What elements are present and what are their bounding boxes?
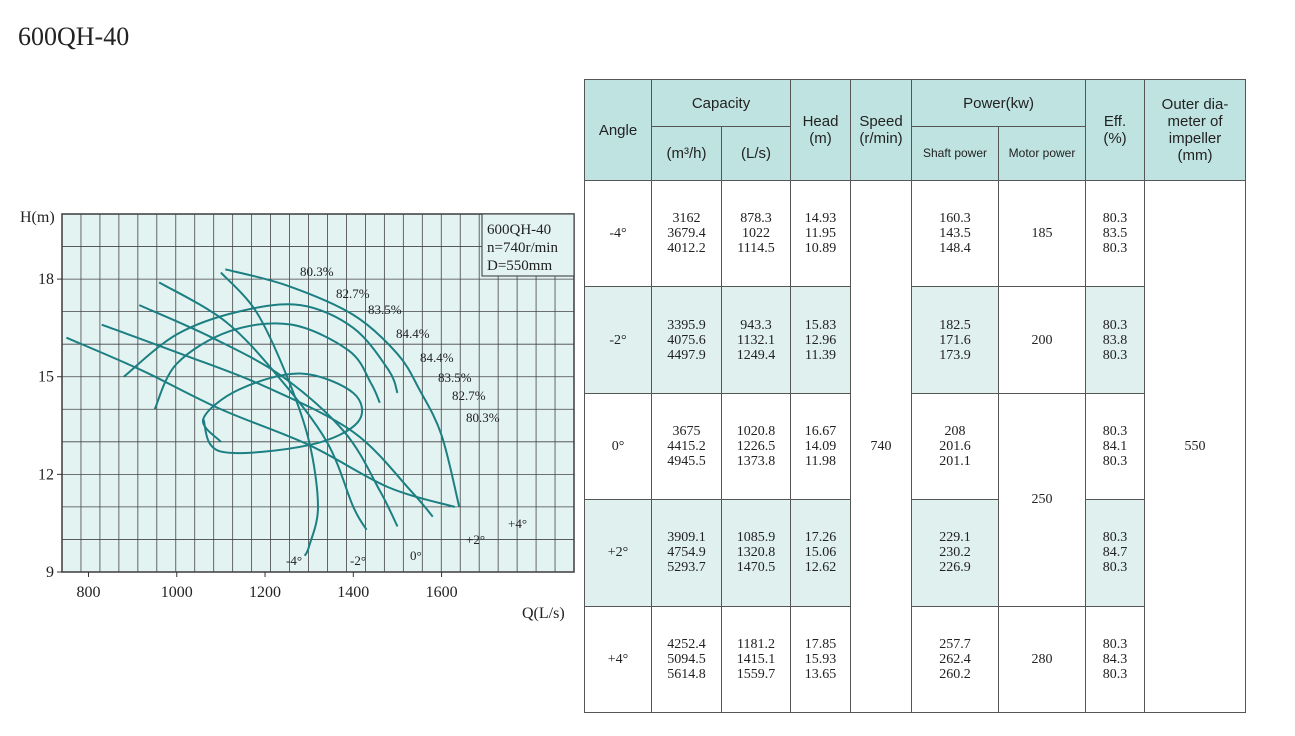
cell-motor-power: 200 <box>998 286 1087 394</box>
efficiency-label: 84.4% <box>396 326 430 341</box>
table-body: -4° 3162 3679.4 4012.2 878.3 1022 1114.5 14.93 1… <box>584 179 1247 714</box>
y-tick-label: 15 <box>38 369 54 386</box>
cell-angle: -4° <box>584 179 652 288</box>
angle-label: 0° <box>410 548 422 563</box>
cell-motor-power: 250 <box>998 392 1087 607</box>
header-outer-diameter: Outer dia-meter of impeller (mm) <box>1144 79 1247 181</box>
header-speed: Speed (r/min) <box>850 79 913 181</box>
header-head: Head (m) <box>790 79 852 181</box>
header-efficiency: Eff. (%) <box>1085 79 1146 181</box>
efficiency-label: 84.4% <box>420 350 454 365</box>
cell-capacity-m3h: 3909.1 4754.9 5293.7 <box>651 499 722 607</box>
header-power: Power(kw) <box>911 79 1087 127</box>
cell-head: 14.93 11.95 10.89 <box>790 179 852 288</box>
curve-line <box>225 268 461 508</box>
table-row: +4° 4252.4 5094.5 5614.8 1181.2 1415.1 1559.7 1… <box>584 605 1246 714</box>
cell-shaft-power: 160.3 143.5 148.4 <box>911 179 1000 288</box>
efficiency-label: 82.7% <box>336 286 370 301</box>
x-tick-label: 1000 <box>161 584 193 601</box>
header-capacity-m3h: (m³/h) <box>651 126 722 181</box>
curve-line <box>101 323 434 518</box>
x-tick-label: 800 <box>76 584 100 601</box>
angle-label: -4° <box>286 553 302 568</box>
table-row: +2° 3909.1 4754.9 5293.7 1085.9 1320.8 1470.5 1… <box>584 499 1246 607</box>
efficiency-label: 82.7% <box>452 388 486 403</box>
cell-shaft-power: 229.1 230.2 226.9 <box>911 499 1000 607</box>
info-speed: n=740r/min <box>487 240 558 256</box>
cell-efficiency: 80.3 83.8 80.3 <box>1085 286 1146 394</box>
y-tick-label: 9 <box>46 564 54 581</box>
angle-label: +4° <box>508 516 527 531</box>
cell-shaft-power: 182.5 171.6 173.9 <box>911 286 1000 394</box>
cell-shaft-power: 208 201.6 201.1 <box>911 392 1000 501</box>
x-axis-label: Q(L/s) <box>522 605 565 622</box>
cell-outer-diameter: 550 <box>1144 180 1247 713</box>
efficiency-label: 80.3% <box>300 264 334 279</box>
angle-label: +2° <box>466 532 485 547</box>
angle-label: -2° <box>350 553 366 568</box>
cell-capacity-m3h: 3675 4415.2 4945.5 <box>651 392 722 501</box>
cell-angle: -2° <box>584 286 652 394</box>
x-tick-label: 1400 <box>337 584 369 601</box>
performance-table: Angle Capacity Head (m) Speed (r/min) Powe… <box>584 79 1247 714</box>
cell-angle: 0° <box>584 392 652 501</box>
table-row: 0° 3675 4415.2 4945.5 1020.8 1226.5 1373.8 16.6… <box>584 392 1246 607</box>
header-capacity-ls: (L/s) <box>720 126 792 181</box>
cell-motor-power: 185 <box>998 179 1087 288</box>
x-tick-label: 1600 <box>426 584 458 601</box>
cell-angle: +2° <box>584 499 652 607</box>
header-capacity: Capacity <box>650 79 792 127</box>
cell-capacity-m3h: 3162 3679.4 4012.2 <box>651 179 722 288</box>
cell-capacity-ls: 1085.9 1320.8 1470.5 <box>720 499 792 607</box>
cell-head: 17.85 15.93 13.65 <box>790 605 852 714</box>
curve-line <box>66 336 456 508</box>
cell-capacity-m3h: 4252.4 5094.5 5614.8 <box>651 605 722 714</box>
efficiency-label: 83.5% <box>368 302 402 317</box>
curve-labels: 80.3%82.7%83.5%84.4%84.4%83.5%82.7%80.3%… <box>286 264 527 568</box>
model-title: 600QH-40 <box>18 22 130 51</box>
cell-shaft-power: 257.7 262.4 260.2 <box>911 605 1000 714</box>
header-angle: Angle <box>584 79 652 181</box>
cell-speed: 740 <box>850 180 913 713</box>
cell-head: 16.67 14.09 11.98 <box>790 392 852 501</box>
info-diameter: D=550mm <box>487 258 552 274</box>
curves <box>66 268 461 557</box>
cell-efficiency: 80.3 84.3 80.3 <box>1085 605 1146 714</box>
cell-head: 17.26 15.06 12.62 <box>790 499 852 607</box>
table-row: -4° 3162 3679.4 4012.2 878.3 1022 1114.5 14.93 1… <box>584 179 1247 713</box>
efficiency-label: 80.3% <box>466 410 500 425</box>
y-axis-label: H(m) <box>20 209 55 226</box>
axis-ticks: 800 1000 1200 1400 1600 9 12 15 18 <box>38 271 458 601</box>
curve-line <box>153 322 381 410</box>
cell-head: 15.83 12.96 11.39 <box>790 286 852 394</box>
cell-capacity-ls: 878.3 1022 1114.5 <box>720 179 792 288</box>
cell-capacity-ls: 943.3 1132.1 1249.4 <box>720 286 792 394</box>
efficiency-label: 83.5% <box>438 370 472 385</box>
cell-angle: +4° <box>584 605 652 714</box>
cell-efficiency: 80.3 83.5 80.3 <box>1085 179 1146 288</box>
info-box <box>481 213 575 277</box>
curve-line <box>220 271 320 557</box>
header-motor-power: Motor power <box>998 126 1087 181</box>
table-row: -2° 3395.9 4075.6 4497.9 943.3 1132.1 1249.4 15… <box>584 286 1246 394</box>
cell-efficiency: 80.3 84.7 80.3 <box>1085 499 1146 607</box>
info-model: 600QH-40 <box>487 222 551 238</box>
curve-line <box>138 304 399 527</box>
curve-line <box>202 372 364 455</box>
cell-capacity-ls: 1020.8 1226.5 1373.8 <box>720 392 792 501</box>
cell-capacity-m3h: 3395.9 4075.6 4497.9 <box>651 286 722 394</box>
y-tick-label: 12 <box>38 466 54 483</box>
cell-capacity-ls: 1181.2 1415.1 1559.7 <box>720 605 792 714</box>
cell-motor-power: 280 <box>998 605 1087 714</box>
y-tick-label: 18 <box>38 271 54 288</box>
curve-line <box>123 303 399 394</box>
x-tick-label: 1200 <box>249 584 281 601</box>
cell-efficiency: 80.3 84.1 80.3 <box>1085 392 1146 501</box>
header-shaft-power: Shaft power <box>911 126 1000 181</box>
